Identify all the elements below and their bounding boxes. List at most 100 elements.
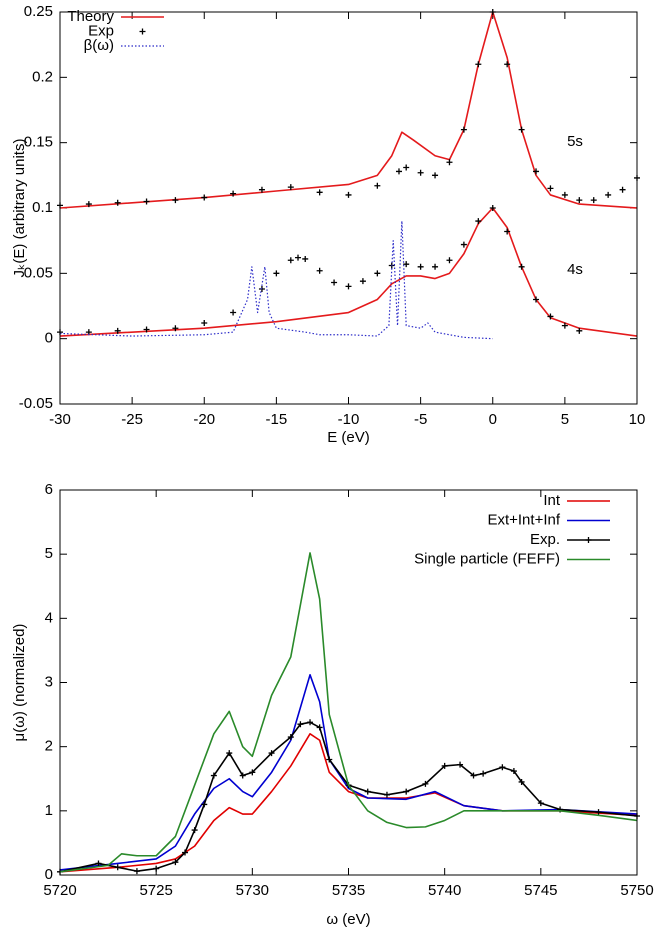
y-axis-label: μ(ω) (normalized): [11, 624, 28, 742]
data-point: [403, 788, 410, 795]
data-point: [504, 61, 511, 68]
data-point: [475, 218, 482, 225]
data-point: [457, 761, 464, 768]
data-point: [518, 263, 525, 270]
legend-marker: [585, 537, 592, 543]
y-tick-label: 0.05: [24, 264, 53, 281]
data-point: [307, 719, 314, 726]
data-point: [480, 770, 487, 777]
x-tick-label: 5745: [524, 882, 557, 899]
data-point: [547, 313, 554, 320]
y-tick-label: -0.05: [19, 395, 53, 412]
data-point: [619, 186, 626, 193]
legend-label: Single particle (FEFF): [414, 550, 560, 567]
data-point: [383, 791, 390, 798]
data-point: [287, 734, 294, 741]
x-tick-label: 5: [561, 411, 569, 428]
data-point: [182, 849, 189, 856]
data-point: [172, 859, 179, 866]
legend-label: Theory: [67, 8, 114, 25]
data-point: [446, 159, 453, 166]
data-point: [226, 750, 233, 757]
data-point: [143, 198, 150, 205]
data-point: [422, 780, 429, 787]
y-tick-label: 0: [45, 330, 53, 347]
y-tick-label: 4: [45, 609, 53, 626]
data-point: [172, 197, 179, 204]
data-point: [460, 241, 467, 248]
data-point: [403, 164, 410, 171]
series-line: [59, 220, 493, 340]
y-tick-label: 0.25: [24, 3, 53, 20]
data-point: [230, 309, 237, 316]
data-point: [230, 190, 237, 197]
data-point: [326, 756, 333, 763]
data-point: [504, 228, 511, 235]
data-point: [249, 769, 256, 776]
data-point: [316, 724, 323, 731]
x-tick-label: -25: [121, 411, 143, 428]
x-tick-label: -20: [193, 411, 215, 428]
legend-marker: [139, 28, 146, 35]
series-line: [59, 674, 638, 871]
data-point: [441, 762, 448, 769]
data-point: [297, 721, 304, 728]
series-line: [59, 721, 638, 873]
x-tick-label: 5725: [139, 882, 172, 899]
data-point: [345, 191, 352, 198]
data-point: [143, 326, 150, 333]
data-point: [533, 296, 540, 303]
data-point: [470, 772, 477, 779]
legend-label: β(ω): [84, 37, 114, 54]
series-line: [59, 733, 638, 873]
y-tick-label: 1: [45, 802, 53, 819]
y-tick-label: 0: [45, 866, 53, 883]
data-point: [417, 169, 424, 176]
x-tick-label: -30: [49, 411, 71, 428]
data-point: [114, 199, 121, 206]
data-point: [590, 197, 597, 204]
data-point: [201, 319, 208, 326]
x-tick-label: -10: [338, 411, 360, 428]
data-point: [547, 185, 554, 192]
data-point: [210, 772, 217, 779]
y-tick-label: 3: [45, 673, 53, 690]
data-point: [460, 126, 467, 133]
data-point: [432, 263, 439, 270]
data-point: [537, 800, 544, 807]
data-point: [432, 172, 439, 179]
plot-frame: [59, 11, 638, 405]
data-point: [595, 809, 602, 816]
data-point: [576, 327, 583, 334]
y-tick-label: 0.2: [32, 68, 53, 85]
data-point: [258, 286, 265, 293]
data-point: [374, 182, 381, 189]
data-point: [446, 257, 453, 264]
data-point: [605, 191, 612, 198]
y-tick-label: 6: [45, 481, 53, 498]
data-point: [489, 205, 496, 211]
data-point: [510, 768, 517, 775]
x-tick-label: 5740: [428, 882, 461, 899]
legend-label: Exp: [88, 22, 114, 39]
annotation: 5s: [567, 133, 583, 150]
data-point: [561, 191, 568, 198]
legend-label: Exp.: [530, 531, 560, 548]
data-point: [533, 168, 540, 175]
data-point: [239, 772, 246, 779]
data-point: [518, 778, 525, 785]
data-point: [287, 257, 294, 264]
x-tick-label: -15: [266, 411, 288, 428]
data-point: [191, 827, 198, 834]
data-point: [172, 325, 179, 332]
data-point: [561, 322, 568, 329]
data-point: [85, 201, 92, 208]
data-point: [114, 864, 121, 871]
data-point: [316, 267, 323, 274]
y-tick-label: 0.1: [32, 199, 53, 216]
legend-label: Ext+Int+Inf: [487, 511, 560, 528]
data-point: [95, 860, 102, 867]
data-point: [359, 278, 366, 285]
y-axis-label: Jₖ(E) (arbitrary units): [11, 139, 28, 278]
